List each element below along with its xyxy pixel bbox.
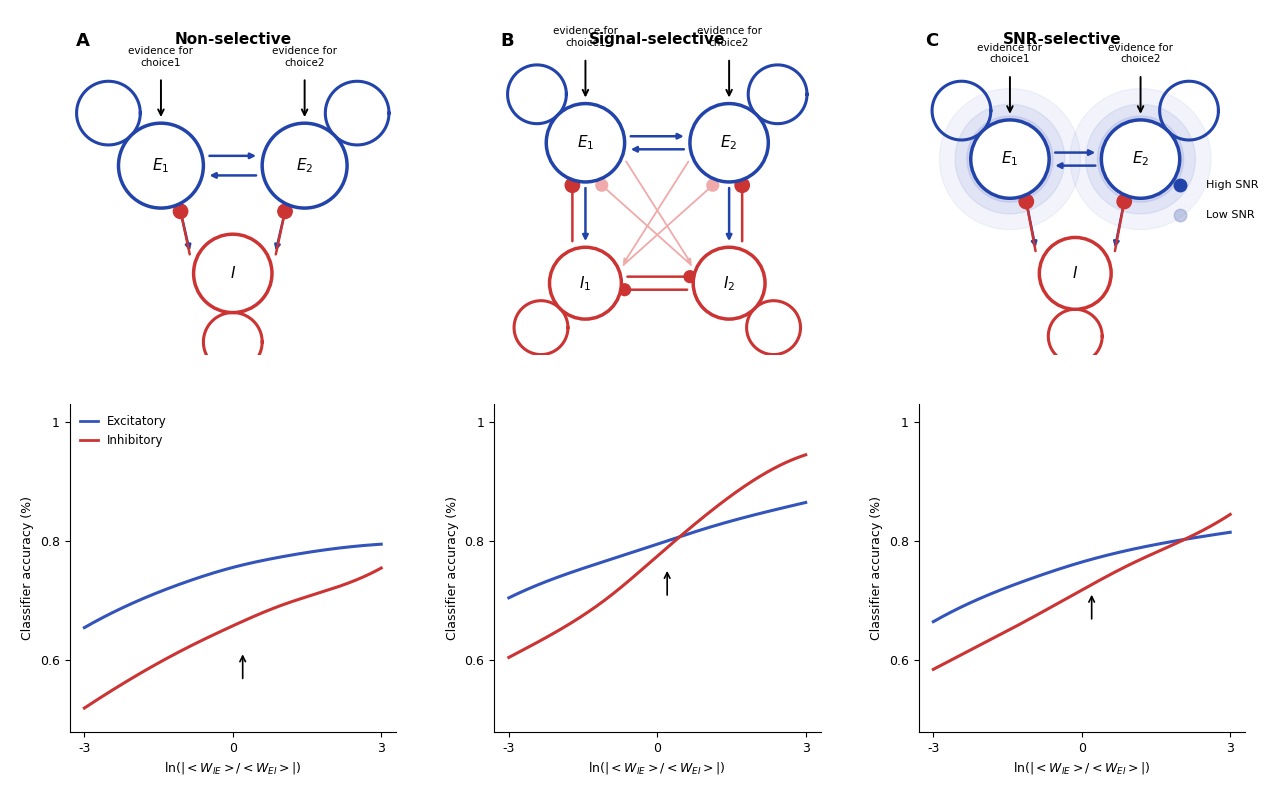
Text: Signal-selective: Signal-selective — [589, 31, 726, 46]
Circle shape — [693, 247, 765, 319]
Circle shape — [971, 120, 1049, 198]
Circle shape — [1039, 238, 1111, 309]
Circle shape — [1019, 194, 1034, 209]
Text: $E_1$: $E_1$ — [576, 134, 594, 152]
Y-axis label: Classifier accuracy (%): Classifier accuracy (%) — [21, 496, 34, 640]
Circle shape — [193, 235, 272, 312]
Legend: Excitatory, Inhibitory: Excitatory, Inhibitory — [76, 410, 172, 452]
Ellipse shape — [967, 116, 1053, 202]
Circle shape — [619, 284, 631, 296]
X-axis label: $\ln(|<W_{IE}> / <W_{EI}>|)$: $\ln(|<W_{IE}> / <W_{EI}>|)$ — [589, 760, 726, 776]
Text: $I_2$: $I_2$ — [723, 274, 736, 293]
Text: High SNR: High SNR — [1206, 180, 1259, 190]
Circle shape — [1117, 194, 1131, 209]
Ellipse shape — [1086, 104, 1196, 214]
Ellipse shape — [1071, 89, 1211, 230]
Text: I: I — [1073, 266, 1077, 281]
Y-axis label: Classifier accuracy (%): Classifier accuracy (%) — [870, 496, 884, 640]
Circle shape — [278, 204, 292, 219]
Circle shape — [684, 271, 695, 283]
Circle shape — [546, 104, 624, 182]
Text: $E_1$: $E_1$ — [152, 157, 169, 175]
Text: I: I — [230, 266, 235, 281]
Circle shape — [595, 179, 608, 191]
Circle shape — [119, 124, 204, 208]
X-axis label: $\ln(|<W_{IE}> / <W_{EI}>|)$: $\ln(|<W_{IE}> / <W_{EI}>|)$ — [1012, 760, 1150, 776]
Circle shape — [734, 178, 750, 192]
Text: evidence for
choice2: evidence for choice2 — [272, 46, 337, 68]
Text: evidence for
choice2: evidence for choice2 — [696, 27, 762, 48]
Text: $E_2$: $E_2$ — [720, 134, 738, 152]
Text: evidence for
choice2: evidence for choice2 — [1109, 42, 1173, 65]
Ellipse shape — [939, 89, 1081, 230]
Text: SNR-selective: SNR-selective — [1002, 31, 1121, 46]
Text: evidence for
choice1: evidence for choice1 — [129, 46, 193, 68]
Circle shape — [565, 178, 580, 192]
Text: A: A — [76, 31, 90, 50]
Y-axis label: Classifier accuracy (%): Classifier accuracy (%) — [446, 496, 459, 640]
Circle shape — [1101, 120, 1179, 198]
Text: B: B — [501, 31, 514, 50]
Text: $E_2$: $E_2$ — [1131, 150, 1149, 168]
X-axis label: $\ln(|<W_{IE}> / <W_{EI}>|)$: $\ln(|<W_{IE}> / <W_{EI}>|)$ — [164, 760, 302, 776]
Circle shape — [262, 124, 348, 208]
Text: evidence for
choice1: evidence for choice1 — [552, 27, 618, 48]
Text: Low SNR: Low SNR — [1206, 209, 1254, 220]
Circle shape — [173, 204, 188, 219]
Text: $I_1$: $I_1$ — [579, 274, 592, 293]
Circle shape — [707, 179, 719, 191]
Text: evidence for
choice1: evidence for choice1 — [977, 42, 1043, 65]
Ellipse shape — [1097, 116, 1183, 202]
Text: $E_2$: $E_2$ — [296, 157, 313, 175]
Circle shape — [550, 247, 622, 319]
Ellipse shape — [956, 104, 1064, 214]
Text: $E_1$: $E_1$ — [1001, 150, 1019, 168]
Text: Non-selective: Non-selective — [174, 31, 291, 46]
Text: C: C — [925, 31, 938, 50]
Circle shape — [690, 104, 769, 182]
